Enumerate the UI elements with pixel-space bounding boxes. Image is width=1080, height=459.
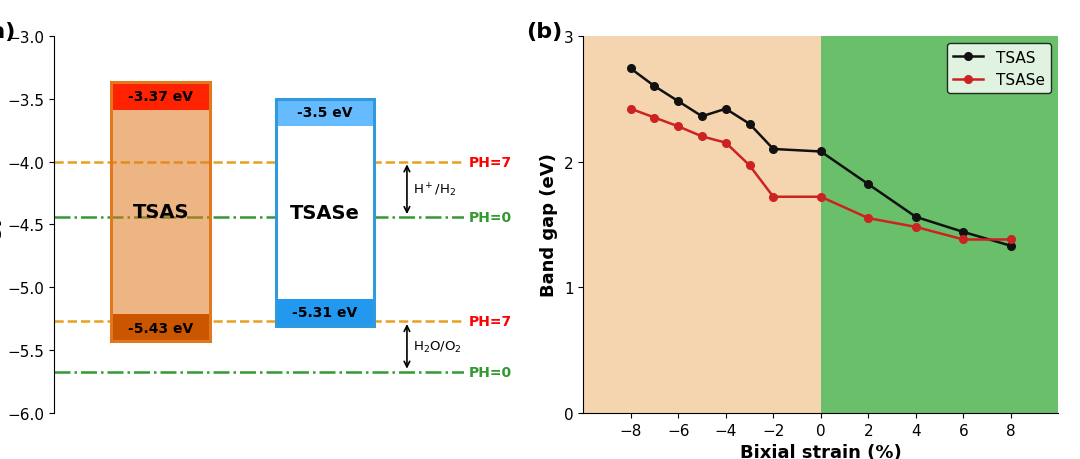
TSAS (719, 107, 732, 112)
Text: PH=0: PH=0 (469, 210, 512, 224)
Text: (a): (a) (0, 22, 15, 42)
Bar (275, 100, 374, 326)
Bar (111, 83, 210, 111)
Bar (111, 83, 210, 341)
Bar (821, 37, 1058, 413)
TSAS (909, 215, 922, 220)
Line: TSAS: TSAS (626, 66, 1015, 250)
Text: (b): (b) (526, 22, 563, 42)
TSASe (696, 134, 708, 140)
Bar (111, 314, 210, 341)
Bar (111, 83, 210, 341)
TSASe (957, 237, 970, 243)
Text: PH=7: PH=7 (469, 314, 512, 329)
Bar (275, 100, 374, 326)
Text: PH=7: PH=7 (469, 155, 512, 169)
Bar (275, 299, 374, 326)
TSAS (696, 114, 708, 120)
Text: -3.37 eV: -3.37 eV (129, 90, 193, 104)
TSAS (672, 99, 685, 105)
Text: -5.31 eV: -5.31 eV (293, 306, 357, 320)
X-axis label: Bixial strain (%): Bixial strain (%) (740, 443, 902, 459)
TSASe (909, 224, 922, 230)
TSAS (957, 230, 970, 235)
Legend: TSAS, TSASe: TSAS, TSASe (947, 45, 1051, 94)
Y-axis label: Band gap (eV): Band gap (eV) (540, 153, 558, 297)
TSAS (743, 122, 756, 127)
Bar (275, 100, 374, 127)
TSAS (648, 84, 661, 90)
Text: H$_2$O/O$_2$: H$_2$O/O$_2$ (413, 339, 462, 354)
TSAS (767, 147, 780, 152)
Line: TSASe: TSASe (626, 106, 1015, 244)
TSASe (648, 116, 661, 121)
Text: H$^+$/H$_2$: H$^+$/H$_2$ (413, 181, 456, 198)
Text: TSASe: TSASe (289, 203, 360, 223)
TSAS (1004, 243, 1017, 249)
TSASe (719, 140, 732, 146)
TSASe (624, 107, 637, 112)
TSASe (814, 195, 827, 200)
TSASe (767, 195, 780, 200)
TSAS (814, 149, 827, 155)
Bar (583, 37, 821, 413)
Text: TSAS: TSAS (133, 203, 189, 222)
TSAS (624, 67, 637, 72)
Y-axis label: Energy (eV): Energy (eV) (0, 165, 2, 285)
TSASe (862, 216, 875, 221)
Text: -3.5 eV: -3.5 eV (297, 106, 352, 120)
TSAS (862, 182, 875, 188)
TSASe (672, 124, 685, 130)
Text: -5.43 eV: -5.43 eV (129, 321, 193, 335)
TSASe (1004, 237, 1017, 243)
Text: PH=0: PH=0 (469, 365, 512, 379)
TSASe (743, 163, 756, 169)
